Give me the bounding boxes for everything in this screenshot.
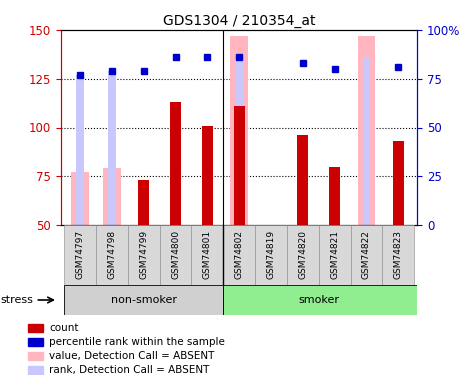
- Bar: [103, 168, 121, 225]
- Text: GSM74819: GSM74819: [266, 230, 275, 279]
- Bar: [255, 225, 287, 285]
- Text: GSM74798: GSM74798: [107, 230, 116, 279]
- Bar: [382, 225, 414, 285]
- Bar: [319, 225, 350, 285]
- Bar: [28, 338, 43, 346]
- Bar: [223, 285, 417, 315]
- Bar: [393, 141, 404, 225]
- Text: non-smoker: non-smoker: [111, 295, 177, 305]
- Title: GDS1304 / 210354_at: GDS1304 / 210354_at: [163, 13, 316, 28]
- Bar: [138, 180, 149, 225]
- Bar: [191, 225, 223, 285]
- Text: GSM74821: GSM74821: [330, 230, 339, 279]
- Bar: [358, 36, 375, 225]
- Text: GSM74801: GSM74801: [203, 230, 212, 279]
- Bar: [76, 75, 84, 225]
- Text: rank, Detection Call = ABSENT: rank, Detection Call = ABSENT: [49, 365, 210, 375]
- Bar: [28, 324, 43, 332]
- Text: GSM74823: GSM74823: [394, 230, 403, 279]
- Bar: [363, 57, 371, 225]
- Bar: [128, 225, 159, 285]
- Text: GSM74802: GSM74802: [234, 230, 244, 279]
- Bar: [170, 102, 181, 225]
- Text: GSM74797: GSM74797: [76, 230, 84, 279]
- Bar: [96, 225, 128, 285]
- Bar: [234, 106, 245, 225]
- Bar: [64, 285, 223, 315]
- Bar: [350, 225, 382, 285]
- Text: GSM74822: GSM74822: [362, 230, 371, 279]
- Text: GSM74820: GSM74820: [298, 230, 307, 279]
- Text: count: count: [49, 323, 79, 333]
- Bar: [64, 225, 96, 285]
- Bar: [235, 57, 243, 225]
- Text: stress: stress: [0, 295, 34, 305]
- Bar: [230, 36, 248, 225]
- Bar: [297, 135, 309, 225]
- Bar: [329, 166, 340, 225]
- Text: smoker: smoker: [298, 295, 339, 305]
- Text: percentile rank within the sample: percentile rank within the sample: [49, 337, 225, 347]
- Bar: [28, 352, 43, 360]
- Text: GSM74799: GSM74799: [139, 230, 148, 279]
- Text: GSM74800: GSM74800: [171, 230, 180, 279]
- Text: value, Detection Call = ABSENT: value, Detection Call = ABSENT: [49, 351, 215, 361]
- Bar: [202, 126, 213, 225]
- Bar: [159, 225, 191, 285]
- Bar: [287, 225, 319, 285]
- Bar: [108, 71, 116, 225]
- Bar: [71, 172, 89, 225]
- Bar: [28, 366, 43, 374]
- Bar: [223, 225, 255, 285]
